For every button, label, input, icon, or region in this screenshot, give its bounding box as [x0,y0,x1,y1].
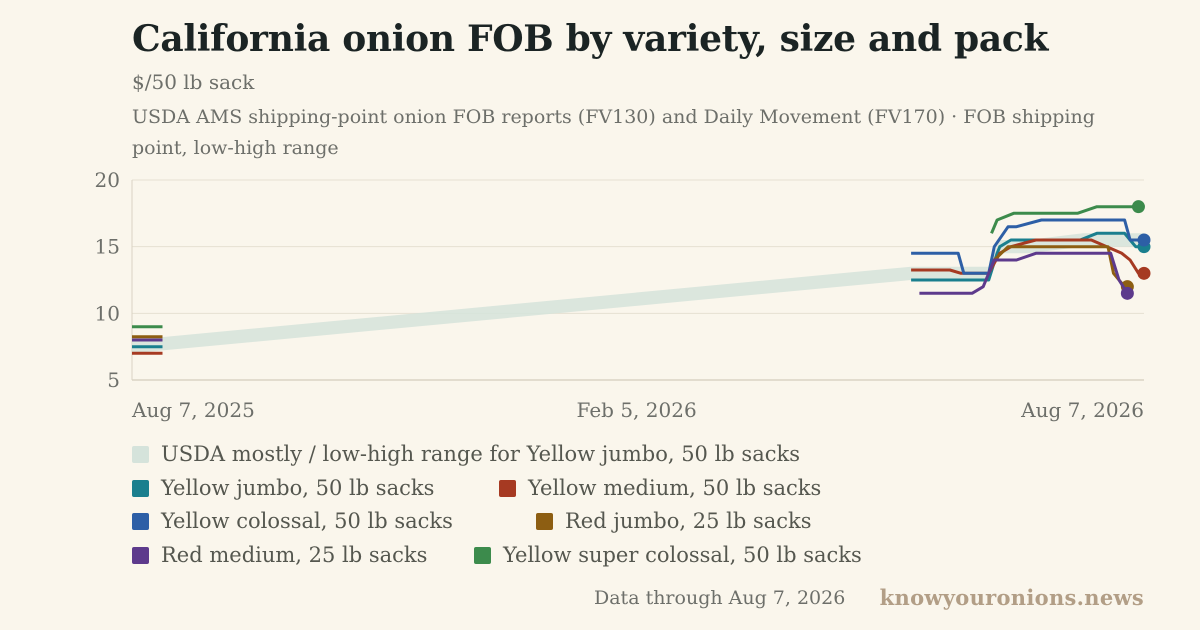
series-line [132,251,1129,342]
legend-item: Yellow super colossal, 50 lb sacks [474,543,862,567]
series-end-marker [1120,286,1134,300]
x-tick-label: Feb 5, 2026 [577,398,697,422]
range-band [132,233,1144,354]
legend-swatch [132,445,149,463]
legend-label: Yellow medium, 50 lb sacks [528,476,822,500]
legend-swatch [536,512,553,530]
y-tick-label: 5 [107,368,120,392]
x-tick-label: Aug 7, 2025 [131,398,255,422]
legend-label: USDA mostly / low-high range for Yellow … [161,442,800,466]
legend-item: Yellow jumbo, 50 lb sacks [132,476,434,500]
x-tick-label: Aug 7, 2026 [1020,398,1144,422]
legend-swatch [474,546,491,564]
series-line [132,205,1139,329]
legend-label: Yellow jumbo, 50 lb sacks [161,476,435,500]
chart-title: California onion FOB by variety, size an… [132,18,1049,60]
y-tick-label: 20 [95,168,120,192]
legend-swatch [132,512,149,530]
legend-item: Yellow medium, 50 lb sacks [499,476,821,500]
legend-item: Red jumbo, 25 lb sacks [536,509,812,533]
legend-swatch [132,479,149,497]
y-tick-label: 10 [95,301,120,325]
series-line [132,245,1129,339]
legend-item: Yellow colossal, 50 lb sacks [132,509,453,533]
legend-swatch [499,479,516,497]
legend-item: USDA mostly / low-high range for Yellow … [132,442,800,466]
series-end-marker [1137,233,1151,247]
legend-label: Yellow colossal, 50 lb sacks [161,509,453,533]
y-tick-label: 15 [95,235,120,259]
series-end-marker [1137,266,1151,280]
data-through-note: Data through Aug 7, 2026 [594,587,846,609]
legend-label: Red jumbo, 25 lb sacks [565,509,812,533]
legend-label: Red medium, 25 lb sacks [161,543,428,567]
legend-item: Red medium, 25 lb sacks [132,543,427,567]
series-line [132,238,1144,355]
brand-link[interactable]: knowyouronions.news [879,585,1144,610]
legend-swatch [132,546,149,564]
series-line [132,218,1144,342]
series-end-marker [1131,200,1145,214]
chart-subtitle: $/50 lb sack [132,70,255,94]
legend-label: Yellow super colossal, 50 lb sacks [503,543,862,567]
chart-source-note: USDA AMS shipping-point onion FOB report… [132,106,1095,159]
